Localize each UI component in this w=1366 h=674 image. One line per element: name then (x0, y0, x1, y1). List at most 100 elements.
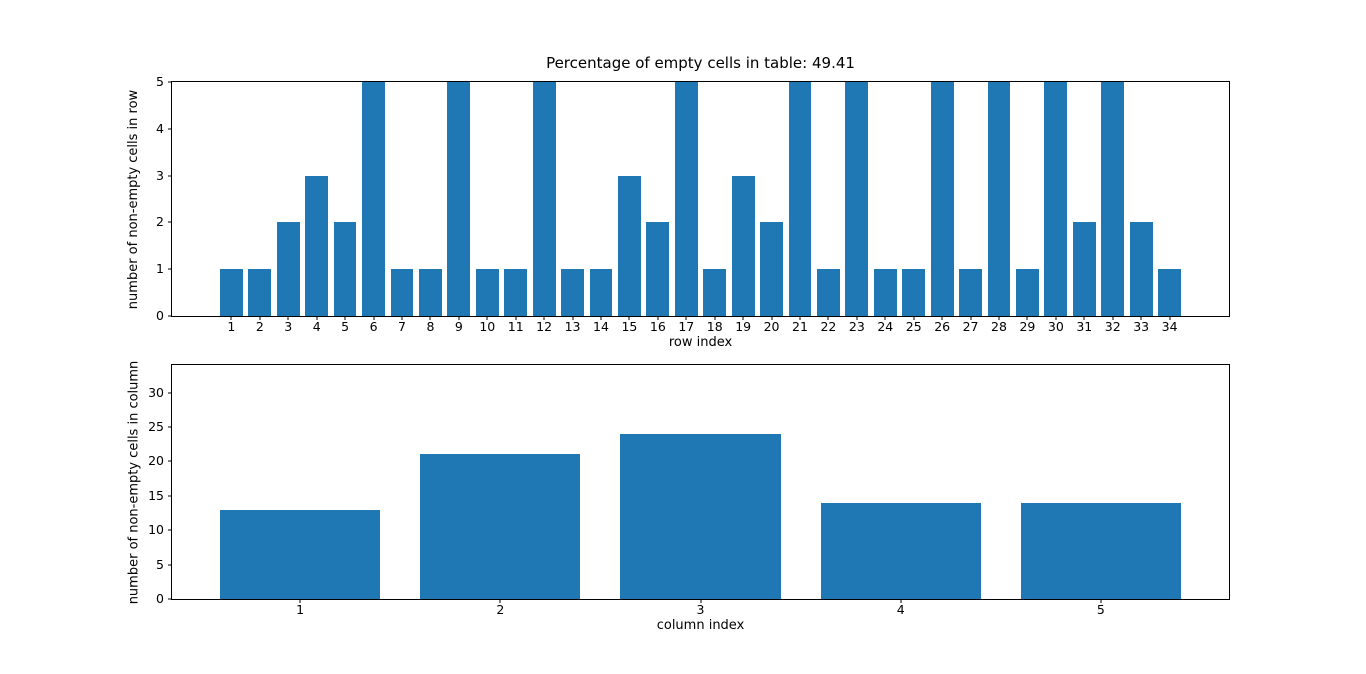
x-tick-mark (1026, 316, 1028, 320)
x-tick-label: 29 (1019, 319, 1036, 334)
x-tick-mark (1140, 316, 1142, 320)
x-tick-mark (1169, 316, 1171, 320)
x-tick-label: 19 (735, 319, 752, 334)
bar (333, 222, 357, 316)
y-tick-mark (168, 460, 172, 462)
y-tick-label: 5 (156, 556, 164, 572)
x-tick-mark (771, 316, 773, 320)
x-tick-label: 4 (312, 319, 321, 334)
bar (276, 222, 300, 316)
bar (1044, 82, 1068, 316)
bar (390, 269, 414, 316)
x-tick-label: 18 (706, 319, 723, 334)
x-tick-mark (486, 316, 488, 320)
bar (504, 269, 528, 316)
bar (674, 82, 698, 316)
bar (220, 509, 381, 599)
x-tick-label: 2 (496, 602, 505, 617)
x-tick-label: 14 (593, 319, 609, 334)
x-tick-label: 26 (934, 319, 951, 334)
x-tick-label: 1 (227, 319, 236, 334)
x-tick-mark (900, 599, 902, 603)
x-tick-mark (344, 316, 346, 320)
bar (760, 222, 783, 316)
x-tick-label: 32 (1104, 319, 1121, 334)
row-chart-title: Percentage of empty cells in table: 49.4… (546, 54, 855, 72)
bar (817, 269, 840, 316)
x-tick-label: 1 (296, 602, 305, 617)
x-tick-mark (1112, 316, 1114, 320)
y-tick-label: 2 (156, 214, 164, 230)
x-tick-label: 5 (341, 319, 350, 334)
x-tick-mark (998, 316, 1000, 320)
x-tick-label: 7 (398, 319, 406, 334)
x-tick-mark (429, 316, 431, 320)
y-tick-mark (168, 128, 172, 130)
y-tick-label: 5 (156, 73, 164, 89)
x-tick-label: 21 (792, 319, 808, 334)
bar (447, 82, 471, 316)
x-tick-label: 5 (1096, 602, 1105, 617)
x-tick-mark (700, 599, 701, 603)
row-chart-axes: Percentage of empty cells in table: 49.4… (127, 54, 1230, 349)
bar (589, 269, 613, 316)
y-tick-mark (168, 268, 172, 270)
x-tick-label: 2 (255, 319, 264, 334)
y-tick-label: 0 (156, 590, 164, 606)
x-tick-mark (572, 316, 574, 320)
x-tick-label: 8 (426, 319, 435, 334)
y-tick-label: 15 (148, 487, 164, 503)
y-tick-label: 10 (148, 521, 164, 537)
x-tick-label: 16 (649, 319, 666, 334)
y-tick-label: 0 (156, 307, 164, 323)
x-tick-label: 27 (962, 319, 979, 334)
x-tick-label: 12 (536, 319, 553, 334)
bar (820, 502, 981, 599)
bar (987, 82, 1011, 316)
y-tick-mark (168, 315, 172, 317)
x-tick-mark (856, 316, 858, 320)
y-tick-mark (168, 564, 172, 566)
y-tick-mark (168, 426, 172, 428)
x-tick-mark (458, 316, 460, 320)
bar (873, 269, 897, 316)
bar (902, 269, 926, 316)
x-tick-mark (515, 316, 517, 320)
y-tick-mark (168, 529, 172, 531)
x-tick-label: 10 (479, 319, 496, 334)
x-tick-label: 3 (284, 319, 293, 334)
y-tick-mark (168, 495, 172, 497)
x-tick-label: 9 (454, 319, 463, 334)
x-tick-mark (316, 316, 318, 320)
x-tick-mark (827, 316, 829, 320)
y-tick-label: 3 (156, 167, 164, 183)
x-tick-label: 22 (820, 319, 837, 334)
x-tick-label: 15 (621, 319, 638, 334)
bar (646, 222, 670, 316)
x-tick-mark (714, 316, 716, 320)
y-tick-label: 30 (148, 384, 164, 400)
column-chart-ylabel: number of non-empty cells in column (126, 360, 142, 604)
x-tick-label: 3 (696, 602, 705, 617)
x-tick-mark (628, 316, 630, 320)
bar (959, 269, 982, 316)
x-tick-mark (941, 316, 943, 320)
bar (248, 269, 272, 316)
x-tick-mark (913, 316, 915, 320)
x-tick-mark (1055, 316, 1057, 320)
y-tick-mark (168, 392, 172, 394)
bar (1020, 502, 1181, 599)
bar (305, 175, 329, 316)
bar (1101, 82, 1125, 316)
row-chart-ylabel: number of non-empty cells in row (126, 82, 142, 316)
x-tick-mark (1083, 316, 1085, 320)
bar (1129, 222, 1153, 316)
x-tick-label: 20 (763, 319, 780, 334)
bar (930, 82, 954, 316)
bar (1158, 269, 1181, 316)
x-tick-label: 17 (678, 319, 695, 334)
bar (845, 82, 869, 316)
x-tick-mark (230, 316, 232, 320)
y-tick-label: 1 (156, 260, 164, 276)
x-tick-mark (299, 599, 301, 603)
